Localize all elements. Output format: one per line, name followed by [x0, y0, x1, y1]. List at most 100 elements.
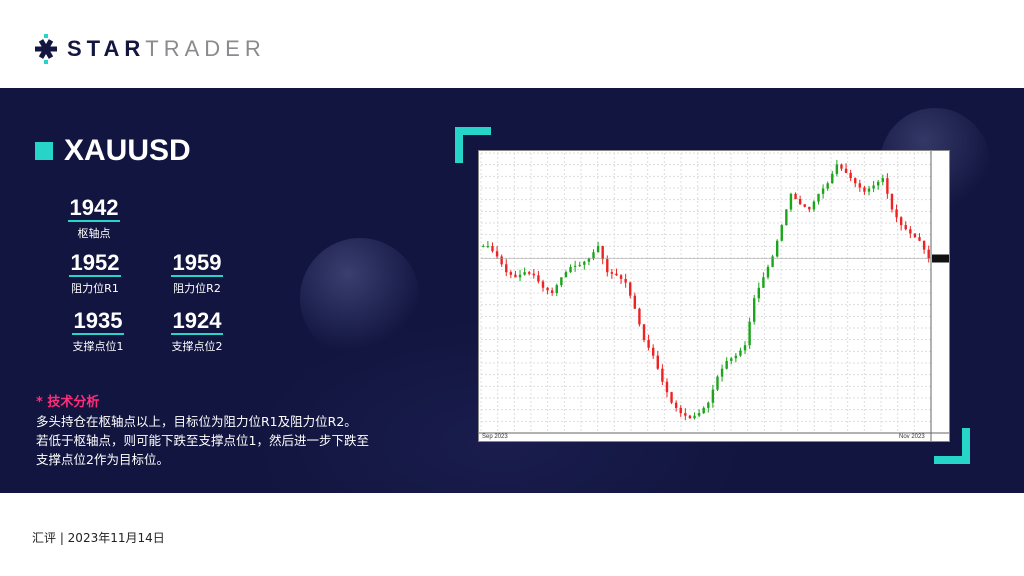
candle-body	[647, 339, 650, 348]
candle-body	[826, 183, 829, 189]
candle-body	[812, 201, 816, 210]
candle-body	[840, 164, 843, 169]
candle-body	[909, 229, 912, 234]
candle-body	[670, 392, 673, 403]
candle-body	[615, 273, 618, 276]
candle-body	[629, 282, 632, 296]
candle-body	[482, 246, 485, 248]
candle-body	[808, 206, 811, 210]
r2-level: 1959 阻力位R2	[162, 251, 232, 296]
symbol-marker	[35, 142, 53, 160]
candle-body	[785, 209, 788, 226]
candle-body	[693, 415, 696, 419]
analysis-line: 多头持仓在枢轴点以上，目标位为阻力位R1及阻力位R2。	[36, 414, 357, 429]
candle-body	[601, 246, 604, 260]
candle-body	[624, 278, 627, 283]
r1-level: 1952 阻力位R1	[60, 251, 130, 296]
candle-body	[725, 360, 728, 369]
candle-body	[707, 402, 710, 408]
candle-body	[495, 251, 499, 257]
s1-label: 支撑点位1	[72, 340, 124, 353]
candle-body	[716, 376, 719, 390]
corner-bracket-top-left	[455, 127, 491, 163]
candle-body	[794, 193, 797, 200]
s2-label: 支撑点位2	[171, 340, 223, 353]
candle-body	[739, 350, 742, 356]
pivot-label: 枢轴点	[77, 227, 111, 240]
s2-value: 1924	[170, 308, 224, 335]
candle-body	[697, 413, 701, 416]
candle-body	[518, 274, 522, 278]
candle-body	[789, 193, 793, 210]
candle-body	[564, 272, 568, 278]
candle-body	[895, 209, 898, 218]
candle-body	[890, 193, 894, 210]
candle-body	[863, 187, 866, 192]
pivot-level: 1942 枢轴点	[59, 196, 129, 241]
candle-body	[587, 258, 591, 262]
candle-body	[532, 273, 536, 276]
candle-body	[753, 298, 756, 322]
candle-body	[528, 272, 531, 274]
candle-body	[743, 345, 747, 351]
candle-body	[546, 287, 549, 291]
r1-label: 阻力位R1	[71, 282, 119, 295]
candle-body	[651, 347, 655, 356]
candle-body	[798, 199, 802, 205]
brand-bold: STAR	[67, 36, 146, 61]
price-chart: Sep 2023 Nov 2023	[478, 150, 950, 442]
candle-body	[780, 225, 783, 241]
r2-value: 1959	[170, 250, 224, 277]
star-logo-icon	[35, 34, 57, 64]
candle-body	[835, 164, 839, 174]
s1-value: 1935	[71, 308, 125, 335]
candle-body	[665, 381, 669, 393]
candle-body	[684, 413, 687, 416]
r2-label: 阻力位R2	[173, 282, 221, 295]
candle-body	[775, 240, 779, 257]
candle-body	[679, 407, 682, 414]
candle-body	[656, 355, 659, 369]
analysis-line: 若低于枢轴点，则可能下跌至支撑点位1，然后进一步下跌至	[36, 433, 369, 448]
analysis-line: 支撑点位2作为目标位。	[36, 452, 169, 467]
candle-body	[661, 368, 664, 382]
candle-body	[904, 225, 907, 230]
header: STAR TRADER	[0, 0, 1024, 88]
candle-body	[858, 183, 862, 188]
candle-body	[899, 217, 903, 226]
x-axis-start-label: Sep 2023	[482, 434, 508, 440]
candle-body	[578, 264, 581, 266]
candle-body	[592, 252, 595, 259]
symbol-title: XAUUSD	[64, 134, 191, 167]
candle-body	[509, 272, 513, 275]
corner-bracket-bottom-right	[934, 428, 970, 464]
candle-body	[872, 185, 875, 189]
candle-body	[619, 275, 623, 279]
candle-body	[913, 233, 917, 238]
candle-body	[555, 285, 558, 293]
s2-level: 1924 支撑点位2	[162, 309, 232, 354]
candle-body	[766, 266, 770, 278]
candle-body	[560, 277, 563, 286]
candle-body	[854, 178, 857, 184]
candle-body	[702, 407, 705, 414]
candle-body	[514, 274, 517, 278]
last-price-tag	[932, 254, 949, 263]
candle-body	[583, 261, 586, 265]
candle-body	[674, 402, 678, 408]
candle-body	[606, 259, 609, 273]
candle-body	[688, 415, 692, 419]
candle-body	[537, 275, 540, 282]
candle-body	[748, 321, 751, 346]
logo: STAR TRADER	[33, 34, 266, 64]
candle-body	[486, 246, 490, 248]
candle-body	[927, 249, 930, 259]
candle-body	[817, 193, 820, 202]
decor-circle	[300, 238, 420, 358]
candle-body	[610, 272, 614, 274]
candle-body	[505, 264, 508, 273]
candle-body	[638, 308, 641, 325]
candle-body	[730, 358, 733, 361]
candle-body	[849, 172, 852, 179]
candle-body	[720, 368, 724, 377]
